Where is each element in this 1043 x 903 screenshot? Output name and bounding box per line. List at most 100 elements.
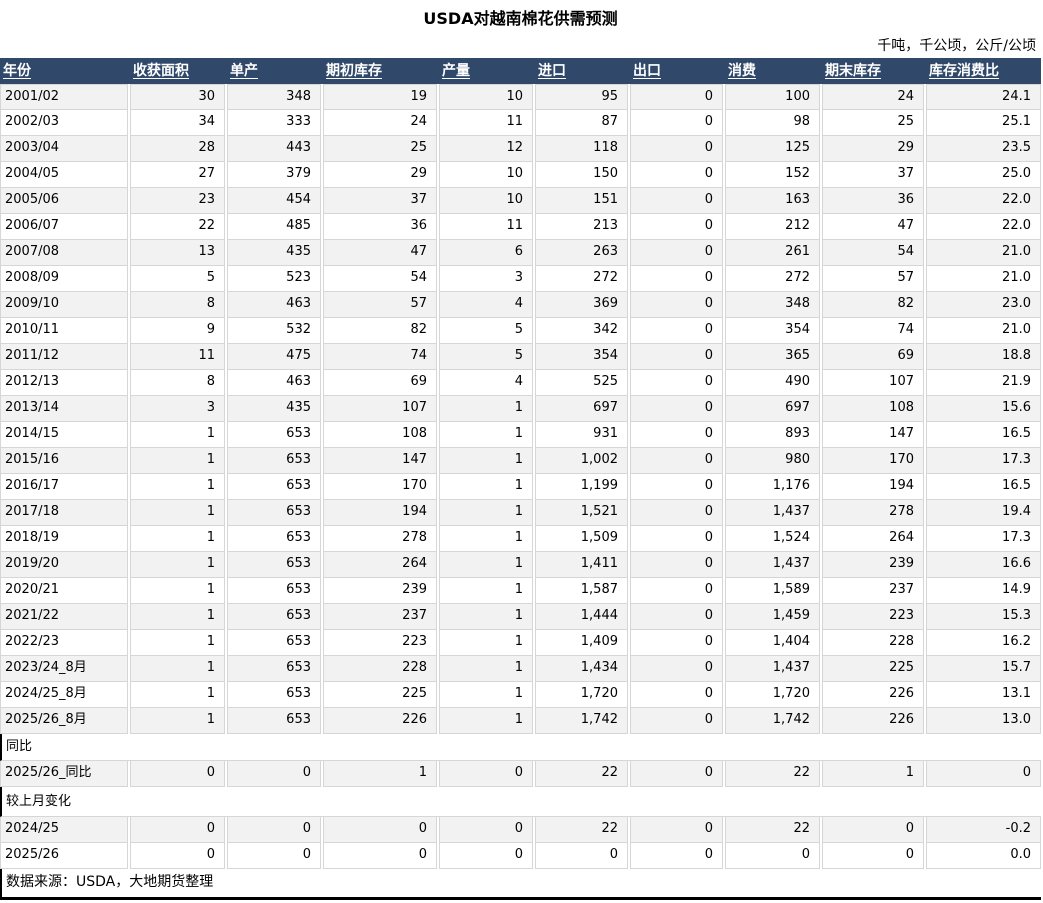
- value-cell: 19.4: [926, 500, 1041, 526]
- value-cell: 34: [130, 110, 225, 136]
- table-row: 2004/05 27 379 29 10 150 0 152 37 25.0: [0, 162, 1041, 188]
- value-cell: 1: [439, 708, 533, 734]
- value-cell: 1,742: [535, 708, 628, 734]
- value-cell: 1,589: [725, 578, 820, 604]
- value-cell: 17.3: [926, 526, 1041, 552]
- value-cell: 278: [822, 500, 924, 526]
- table-row: 2007/08 13 435 47 6 263 0 261 54 21.0: [0, 240, 1041, 266]
- value-cell: 29: [822, 136, 924, 162]
- value-cell: 21.0: [926, 240, 1041, 266]
- year-cell: 2019/20: [0, 552, 128, 578]
- value-cell: 0: [130, 761, 225, 787]
- value-cell: 1,521: [535, 500, 628, 526]
- value-cell: 0: [630, 708, 723, 734]
- source-note: 数据来源：USDA，大地期货整理: [0, 869, 1041, 900]
- year-cell: 2006/07: [0, 214, 128, 240]
- value-cell: 653: [227, 422, 321, 448]
- value-cell: 24: [323, 110, 437, 136]
- units-note: 千吨，千公顷，公斤/公顷: [877, 38, 1036, 54]
- value-cell: 0: [630, 761, 723, 787]
- value-cell: 1,199: [535, 474, 628, 500]
- value-cell: 653: [227, 526, 321, 552]
- column-header: 库存消费比: [929, 63, 999, 79]
- value-cell: 1: [439, 656, 533, 682]
- value-cell: 1: [130, 682, 225, 708]
- value-cell: 118: [535, 136, 628, 162]
- value-cell: 0: [630, 318, 723, 344]
- value-cell: 379: [227, 162, 321, 188]
- year-cell: 2012/13: [0, 370, 128, 396]
- value-cell: 435: [227, 396, 321, 422]
- value-cell: 9: [130, 318, 225, 344]
- value-cell: 98: [725, 110, 820, 136]
- column-header: 期末库存: [825, 63, 881, 79]
- column-header: 单产: [230, 63, 258, 79]
- value-cell: 1: [130, 630, 225, 656]
- value-cell: 1: [130, 448, 225, 474]
- value-cell: 365: [725, 344, 820, 370]
- value-cell: 170: [323, 474, 437, 500]
- value-cell: 213: [535, 214, 628, 240]
- value-cell: 17.3: [926, 448, 1041, 474]
- value-cell: 10: [439, 162, 533, 188]
- value-cell: 0: [630, 162, 723, 188]
- value-cell: 0: [439, 761, 533, 787]
- table-row: 2006/07 22 485 36 11 213 0 212 47 22.0: [0, 214, 1041, 240]
- table-row: 2015/16 1 653 147 1 1,002 0 980 170 17.3: [0, 448, 1041, 474]
- value-cell: 22: [535, 761, 628, 787]
- table-row: 2025/26_8月 1 653 226 1 1,742 0 1,742 226 13.0: [0, 708, 1041, 734]
- value-cell: 272: [725, 266, 820, 292]
- table-row: 2013/14 3 435 107 1 697 0 697 108 15.6: [0, 396, 1041, 422]
- value-cell: 980: [725, 448, 820, 474]
- value-cell: 29: [323, 162, 437, 188]
- value-cell: 0: [630, 474, 723, 500]
- year-cell: 2013/14: [0, 396, 128, 422]
- value-cell: 23.0: [926, 292, 1041, 318]
- value-cell: 272: [535, 266, 628, 292]
- table-row: 2016/17 1 653 170 1 1,199 0 1,176 194 16.5: [0, 474, 1041, 500]
- year-cell: 2025/26_同比: [0, 761, 128, 787]
- value-cell: 237: [822, 578, 924, 604]
- value-cell: 11: [130, 344, 225, 370]
- year-cell: 2025/26_8月: [0, 708, 128, 734]
- value-cell: 1: [439, 578, 533, 604]
- value-cell: 0: [725, 843, 820, 869]
- value-cell: 95: [535, 84, 628, 110]
- year-cell: 2011/12: [0, 344, 128, 370]
- value-cell: 1: [130, 708, 225, 734]
- value-cell: 1: [130, 552, 225, 578]
- column-header: 消费: [728, 63, 756, 79]
- value-cell: 443: [227, 136, 321, 162]
- value-cell: 27: [130, 162, 225, 188]
- table-row: 2023/24_8月 1 653 228 1 1,434 0 1,437 225 15.7: [0, 656, 1041, 682]
- value-cell: 0: [323, 843, 437, 869]
- value-cell: 226: [822, 682, 924, 708]
- year-cell: 2025/26: [0, 843, 128, 869]
- value-cell: 931: [535, 422, 628, 448]
- value-cell: 15.6: [926, 396, 1041, 422]
- value-cell: 18.8: [926, 344, 1041, 370]
- value-cell: 108: [323, 422, 437, 448]
- value-cell: 22.0: [926, 188, 1041, 214]
- value-cell: 152: [725, 162, 820, 188]
- value-cell: 0: [630, 396, 723, 422]
- value-cell: 228: [323, 656, 437, 682]
- table-header-row: 年份 收获面积 单产 期初库存 产量 进口 出口 消费 期末库存 库存消费比: [0, 58, 1041, 84]
- value-cell: 0: [630, 843, 723, 869]
- value-cell: 22.0: [926, 214, 1041, 240]
- value-cell: 25.0: [926, 162, 1041, 188]
- value-cell: 3: [439, 266, 533, 292]
- value-cell: 10: [439, 188, 533, 214]
- table-row: 2001/02 30 348 19 10 95 0 100 24 24.1: [0, 84, 1041, 110]
- value-cell: 697: [535, 396, 628, 422]
- value-cell: 1: [130, 656, 225, 682]
- value-cell: 1: [130, 578, 225, 604]
- value-cell: 0: [130, 843, 225, 869]
- year-cell: 2002/03: [0, 110, 128, 136]
- year-cell: 2004/05: [0, 162, 128, 188]
- table-row: 2025/26_同比 0 0 1 0 22 0 22 1 0: [0, 761, 1041, 787]
- value-cell: 0.0: [926, 843, 1041, 869]
- table-row: 2021/22 1 653 237 1 1,444 0 1,459 223 15.3: [0, 604, 1041, 630]
- value-cell: 11: [439, 110, 533, 136]
